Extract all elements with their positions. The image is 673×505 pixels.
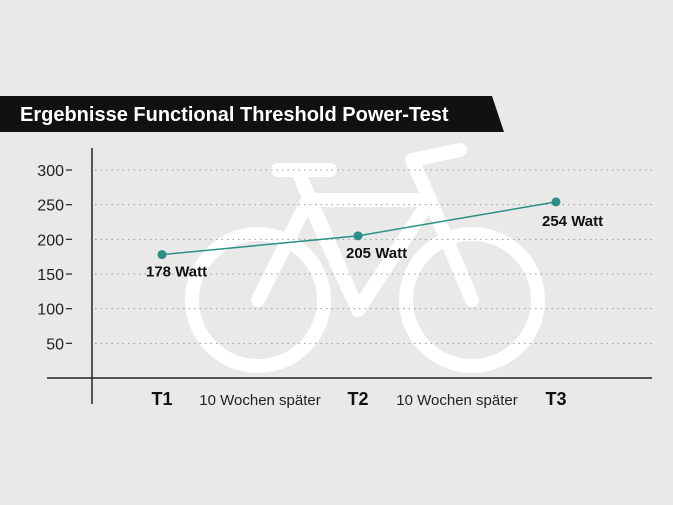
y-tick-labels: 50 100 150 200 250 300 (37, 163, 72, 353)
between-label: 10 Wochen später (199, 392, 320, 409)
data-label-T1: 178 Watt (146, 264, 207, 281)
y-tick-label: 300 (37, 163, 64, 180)
chart-title: Ergebnisse Functional Threshold Power-Te… (20, 104, 449, 126)
between-label: 10 Wochen später (396, 392, 517, 409)
bicycle-icon (185, 143, 545, 373)
x-category-label-T3: T3 (545, 389, 566, 409)
between-labels: 10 Wochen später 10 Wochen später (199, 392, 517, 409)
y-tick-label: 100 (37, 302, 64, 319)
y-tick-label: 150 (37, 267, 64, 284)
data-point-T1 (157, 250, 167, 260)
data-point-T2 (353, 231, 363, 241)
x-category-labels: T1 T2 T3 (151, 389, 566, 409)
title-background (0, 96, 504, 132)
data-label-T3: 254 Watt (542, 213, 603, 230)
y-tick-label: 50 (46, 336, 64, 353)
data-label-T2: 205 Watt (346, 245, 407, 262)
data-point-T3 (551, 197, 561, 207)
data-markers (157, 197, 561, 260)
y-tick-label: 250 (37, 198, 64, 215)
title-band: Ergebnisse Functional Threshold Power-Te… (0, 96, 504, 132)
x-category-label-T1: T1 (151, 389, 172, 409)
data-labels: 178 Watt 205 Watt 254 Watt (146, 213, 603, 281)
y-tick-label: 200 (37, 232, 64, 249)
x-category-label-T2: T2 (347, 389, 368, 409)
